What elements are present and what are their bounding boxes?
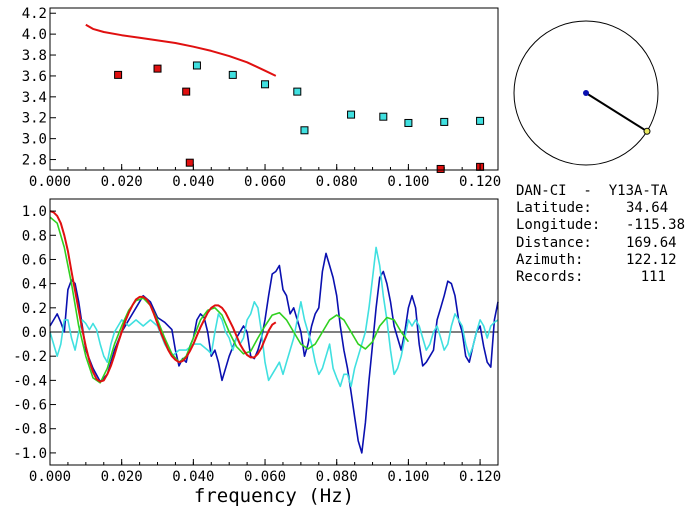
- dispersion-y-tick-label: 3.6: [22, 69, 47, 85]
- latitude-row: Latitude: 34.64: [516, 200, 686, 217]
- azimuth-row: Azimuth: 122.12: [516, 252, 686, 269]
- longitude-label: Longitude:: [516, 217, 601, 234]
- dispersion-x-tick-label: 0.040: [172, 174, 214, 190]
- dispersion-cyan-point: [476, 116, 485, 125]
- azimuth-label: Azimuth:: [516, 251, 584, 268]
- dispersion-y-tick-label: 3.8: [22, 48, 47, 64]
- dispersion-panel: 0.000 0.020 0.040 0.060 0.080 0.100 0.120 2.8 3.…: [22, 6, 501, 190]
- dispersion-red-point: [114, 70, 123, 79]
- correlation-x-tick-label: 0.000: [29, 469, 71, 485]
- correlation-y-tick-label: 1.0: [22, 204, 47, 220]
- dispersion-y-tick-label: 4.0: [22, 27, 47, 43]
- dispersion-red-point: [436, 164, 445, 173]
- dispersion-x-tick-label: 0.100: [387, 174, 429, 190]
- records-value: 111: [640, 269, 666, 286]
- dispersion-frame: [49, 7, 499, 171]
- station-pair-label: DAN-CI - Y13A-TA: [516, 183, 668, 199]
- correlation-y-tick-label: 0.6: [22, 252, 47, 268]
- dispersion-cyan-point: [293, 87, 302, 96]
- dispersion-y-tick-label: 3.2: [22, 111, 47, 127]
- dispersion-x-tick-label: 0.120: [459, 174, 501, 190]
- dispersion-red-point: [182, 87, 191, 96]
- correlation-x-tick-label: 0.020: [101, 469, 143, 485]
- dispersion-x-tick-label: 0.020: [101, 174, 143, 190]
- azimuth-compass: [513, 20, 659, 166]
- dispersion-cyan-point: [192, 61, 201, 70]
- correlation-y-tick-label: 0.2: [22, 301, 47, 317]
- correlation-y-tick-label: 0.8: [22, 228, 47, 244]
- records-row: Records: 111: [516, 269, 686, 286]
- correlation-y-tick-label: 0.0: [22, 325, 47, 341]
- station-dot: [583, 90, 589, 96]
- correlation-y-tick-label: -0.4: [13, 373, 47, 389]
- azimuth-line: [585, 92, 648, 133]
- compass-circle: [513, 20, 659, 166]
- correlation-x-tick-label: 0.100: [387, 469, 429, 485]
- latitude-value: 34.64: [626, 200, 669, 217]
- correlation-x-tick-label: 0.060: [244, 469, 286, 485]
- correlation-red-line-3: [49, 210, 277, 383]
- x-axis-title: frequency (Hz): [194, 485, 354, 507]
- dispersion-cyan-point: [347, 110, 356, 119]
- dispersion-y-tick-label: 4.2: [22, 6, 47, 22]
- distance-label: Distance:: [516, 234, 592, 251]
- records-label: Records:: [516, 269, 584, 286]
- dispersion-y-tick-label: 2.8: [22, 153, 47, 169]
- correlation-x-tick-label: 0.120: [459, 469, 501, 485]
- longitude-value: -115.38: [626, 217, 686, 234]
- correlation-y-tick-label: -0.6: [13, 398, 47, 414]
- distance-value: 169.64: [626, 234, 677, 251]
- dispersion-cyan-point: [379, 112, 388, 121]
- azimuth-value: 122.12: [626, 251, 677, 268]
- correlation-x-tick-label: 0.040: [172, 469, 214, 485]
- dispersion-ticks: 0.000 0.020 0.040 0.060 0.080 0.100 0.120 2.8 3.…: [22, 6, 501, 190]
- correlation-y-tick-label: -0.2: [13, 349, 47, 365]
- correlation-x-tick-label: 0.080: [316, 469, 358, 485]
- correlation-y-tick-label: 0.4: [22, 277, 47, 293]
- correlation-ticks: 0.000 0.020 0.040 0.060 0.080 0.100 0.120 1.0 0.…: [13, 204, 501, 485]
- dispersion-cyan-point: [440, 117, 449, 126]
- dispersion-plot-area: [85, 23, 485, 173]
- dispersion-red-point: [185, 158, 194, 167]
- dispersion-y-tick-label: 3.0: [22, 132, 47, 148]
- dispersion-x-tick-label: 0.080: [316, 174, 358, 190]
- latitude-label: Latitude:: [516, 200, 592, 217]
- dispersion-cyan-point: [261, 80, 270, 89]
- distance-row: Distance: 169.64: [516, 235, 686, 252]
- dispersion-cyan-point: [404, 118, 413, 127]
- correlation-panel: 0.000 0.020 0.040 0.060 0.080 0.100 0.120 1.0 0.…: [13, 198, 501, 485]
- correlation-blue-line-0: [49, 252, 499, 454]
- station-info: DAN-CI - Y13A-TA Latitude: 34.64 Longitud…: [516, 183, 686, 286]
- station-pair: DAN-CI - Y13A-TA: [516, 183, 686, 200]
- receiver-dot: [643, 127, 651, 135]
- dispersion-y-tick-label: 3.4: [22, 90, 47, 106]
- dispersion-cyan-point: [228, 70, 237, 79]
- dispersion-x-tick-label: 0.060: [244, 174, 286, 190]
- correlation-plot-area: [49, 210, 499, 454]
- dispersion-red-point: [153, 64, 162, 73]
- dispersion-x-tick-label: 0.000: [29, 174, 71, 190]
- correlation-y-tick-label: -1.0: [13, 446, 47, 462]
- dispersion-red-line-2: [85, 23, 277, 77]
- correlation-cyan-line-1: [49, 246, 499, 388]
- dispersion-cyan-point: [300, 126, 309, 135]
- correlation-green-line-2: [49, 216, 410, 384]
- longitude-row: Longitude: -115.38: [516, 217, 686, 234]
- correlation-y-tick-label: -0.8: [13, 422, 47, 438]
